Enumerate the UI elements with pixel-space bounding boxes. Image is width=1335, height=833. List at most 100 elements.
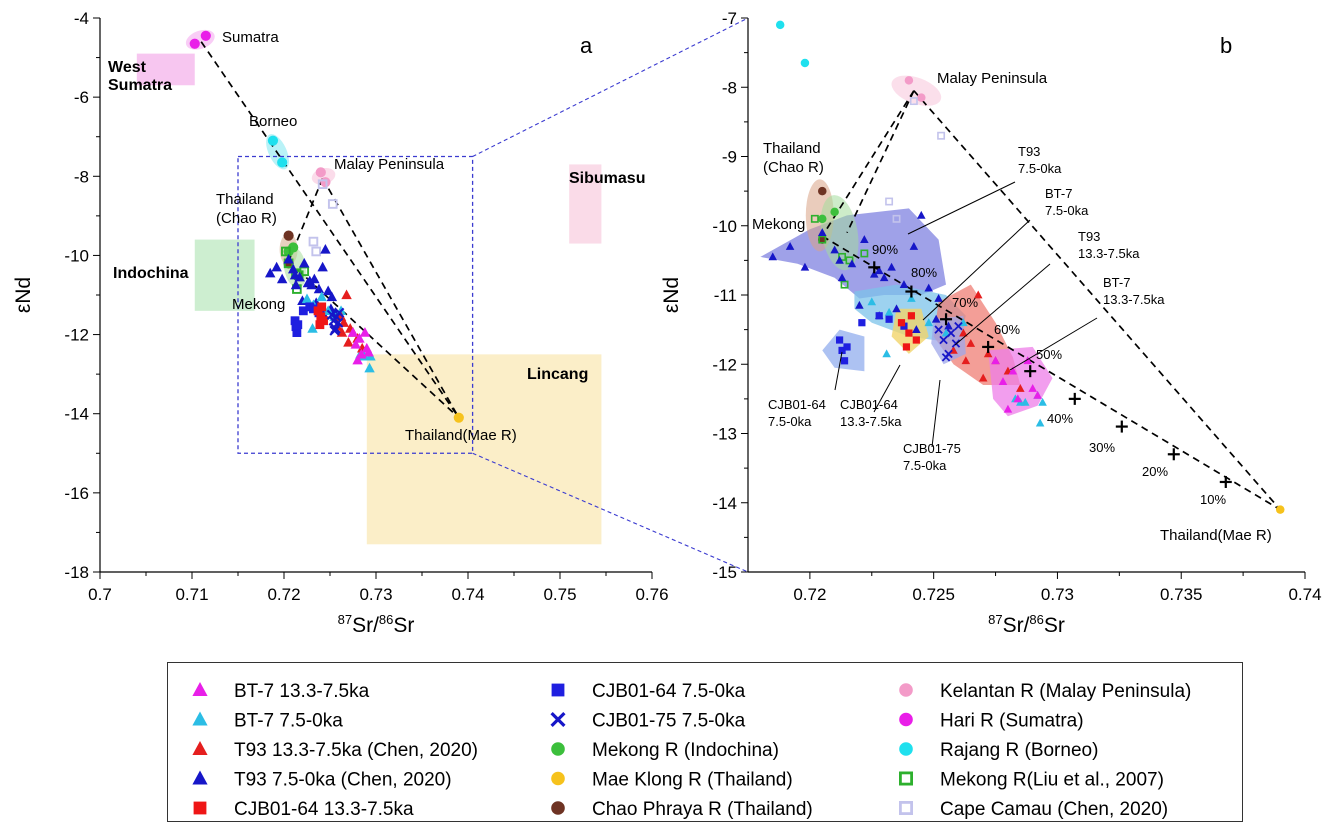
source-region-west-sumatra <box>136 53 195 86</box>
legend-marker-circle-icon <box>551 742 565 756</box>
mixing-line <box>821 235 1281 511</box>
mixing-cross <box>982 340 995 353</box>
data-point <box>800 58 810 68</box>
data-point <box>912 325 921 333</box>
legend-label: Mekong R(Liu et al., 2007) <box>940 770 1164 791</box>
data-point <box>860 249 869 258</box>
data-point <box>276 273 288 284</box>
panel-b-plot-area <box>760 20 1285 514</box>
legend-label: CJB01-64 7.5-0ka <box>592 681 746 702</box>
panel-label: a <box>580 33 593 58</box>
x-axis-label-part: 87 <box>988 612 1002 627</box>
data-point <box>983 349 993 358</box>
legend-label: Hari R (Sumatra) <box>940 711 1084 732</box>
legend-item: T93 7.5-0ka (Chen, 2020) <box>192 770 452 791</box>
data-point <box>843 343 851 351</box>
y-tick-label: -10 <box>712 217 737 236</box>
mixing-cross <box>905 285 918 298</box>
legend-items: BT-7 13.3-7.5ka BT-7 7.5-0ka T93 13.3-7.5k… <box>192 681 1191 820</box>
data-point <box>294 271 305 282</box>
annotation-bt7-13.3-7.5ka: BT-7 <box>1103 275 1130 290</box>
mixing-cross <box>940 313 953 326</box>
data-point <box>341 289 352 300</box>
y-tick-label: -9 <box>722 148 737 167</box>
data-point <box>775 20 785 30</box>
legend-label: Kelantan R (Malay Peninsula) <box>940 681 1191 702</box>
data-point <box>281 246 291 257</box>
annotation-t93-7.5-0ka: 7.5-0ka <box>1018 161 1062 176</box>
source-region-lincang <box>366 354 602 545</box>
data-point <box>924 283 933 292</box>
data-point <box>1275 505 1285 514</box>
data-point <box>298 306 308 316</box>
mixing-percent-label: 80% <box>911 265 937 280</box>
data-point <box>290 279 302 290</box>
y-tick-label: -14 <box>712 494 737 513</box>
data-point <box>869 269 879 278</box>
annotation-malay-peninsula: Malay Peninsula <box>334 156 445 173</box>
leader-line <box>954 263 1051 346</box>
data-point <box>317 179 328 190</box>
x-axis-label-part: 86 <box>1029 612 1043 627</box>
legend-marker-circle-icon <box>899 683 913 697</box>
legend-marker-square-open-icon <box>899 800 914 815</box>
y-tick-label: -4 <box>74 9 89 28</box>
data-point <box>350 338 361 349</box>
y-tick-label: -10 <box>64 246 89 265</box>
legend-label: BT-7 13.3-7.5ka <box>234 681 370 702</box>
legend-marker-triangle-icon <box>192 770 208 785</box>
data-point <box>874 266 884 275</box>
data-point <box>837 273 847 282</box>
x-tick-label: 0.72 <box>267 585 300 604</box>
region-label-west-sumatra: Sumatra <box>108 77 172 94</box>
data-point <box>189 38 200 49</box>
annotation-chao-r: (Chao R) <box>763 159 824 176</box>
legend-label: CJB01-75 7.5-0ka <box>592 711 746 732</box>
data-point <box>830 245 839 254</box>
mixing-cross <box>1024 365 1037 378</box>
data-point <box>931 314 941 323</box>
data-point <box>966 338 976 347</box>
x-tick-label: 0.74 <box>451 585 484 604</box>
mixing-line <box>821 90 915 237</box>
legend-item: Mekong R(Liu et al., 2007) <box>899 770 1164 791</box>
legend-label: Mekong R (Indochina) <box>592 740 779 761</box>
malay-ellipse <box>891 75 942 106</box>
legend-item: CJB01-75 7.5-0ka <box>550 711 746 732</box>
data-point <box>838 346 846 354</box>
data-point <box>858 319 866 327</box>
annotation-cjb01-75-7.5-0ka: CJB01-75 <box>903 441 961 456</box>
legend-label: Mae Klong R (Thailand) <box>592 770 793 791</box>
data-point <box>838 252 847 261</box>
data-point <box>453 412 464 423</box>
y-tick-label: -13 <box>712 425 737 444</box>
region-label-indochina: Indochina <box>113 265 189 282</box>
legend-marker-square-open-icon <box>899 771 914 786</box>
mixing-cross <box>868 261 881 274</box>
data-point <box>860 235 869 243</box>
data-point <box>885 315 893 323</box>
data-point <box>978 373 988 382</box>
x-tick-label: 0.73 <box>1041 585 1074 604</box>
data-point <box>1013 394 1023 403</box>
data-point <box>924 318 933 327</box>
data-point <box>313 283 325 294</box>
legend-marker-triangle-icon <box>192 741 208 755</box>
legend-item: Mekong R (Indochina) <box>551 740 779 761</box>
data-point <box>882 349 891 358</box>
data-point <box>322 285 334 296</box>
data-point <box>904 76 914 85</box>
data-point <box>768 252 778 261</box>
source-region-indochina <box>194 239 255 311</box>
legend-item: BT-7 7.5-0ka <box>192 711 343 732</box>
legend-label: Rajang R (Borneo) <box>940 740 1098 761</box>
annotation-mae-r: Thailand(Mae R) <box>405 427 517 444</box>
x-tick-label: 0.725 <box>912 585 955 604</box>
x-axis-label: 87Sr/86Sr <box>338 612 415 637</box>
data-point <box>1028 383 1037 392</box>
x-axis-label-part: Sr <box>393 614 414 637</box>
annotation-cjb01-64-13.3-7.5ka: CJB01-64 <box>840 397 898 412</box>
data-point <box>327 199 338 209</box>
data-point <box>309 304 318 314</box>
